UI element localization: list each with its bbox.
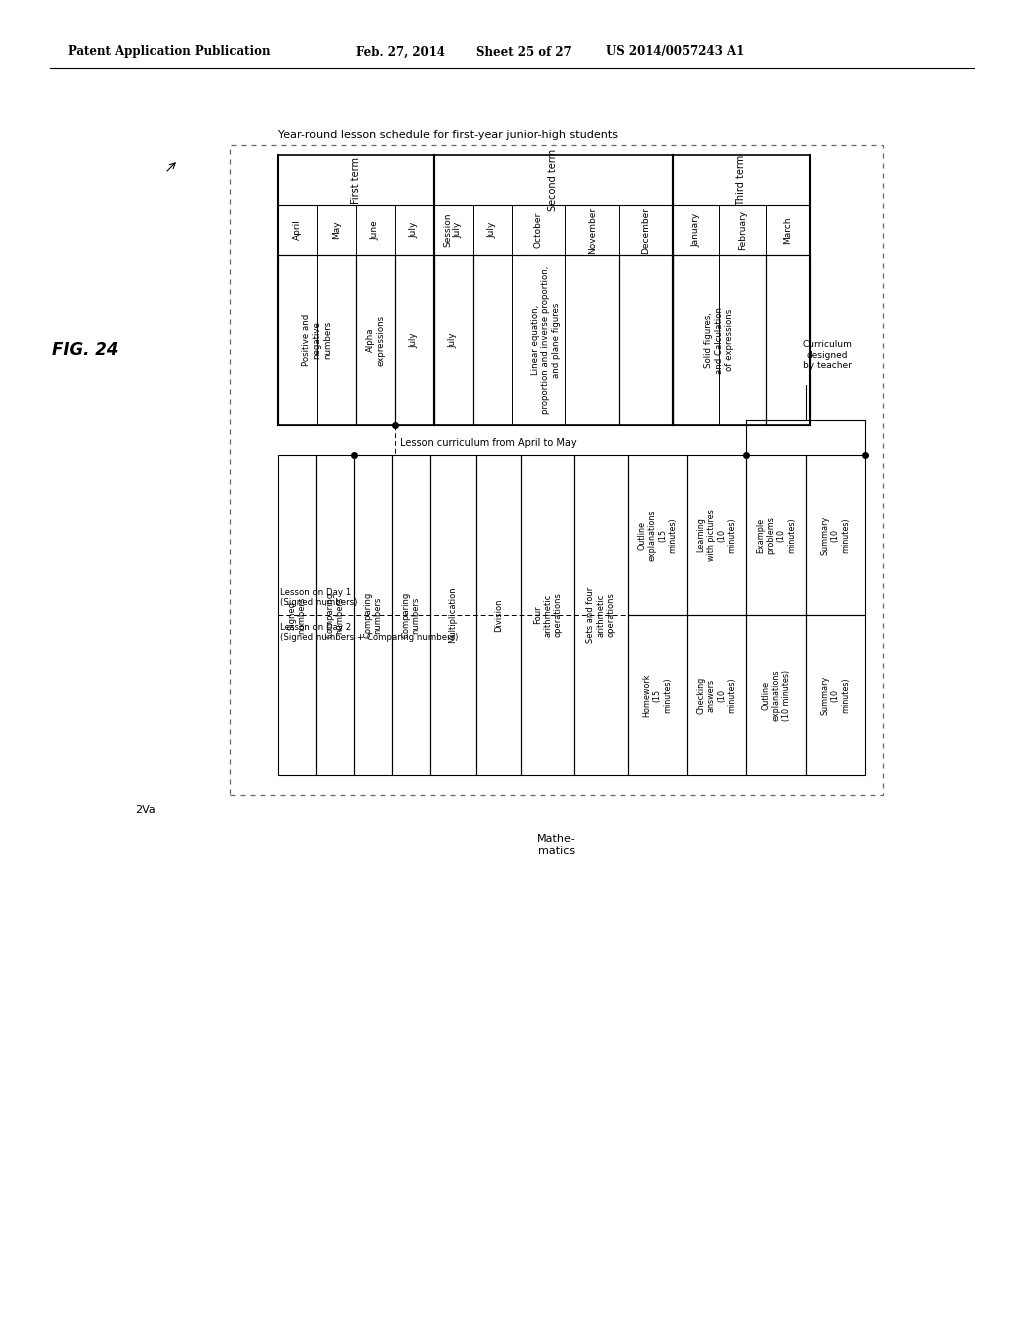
Bar [278, 154, 810, 425]
Bar [806, 615, 865, 775]
Text: Comparing
numbers: Comparing numbers [401, 591, 421, 638]
Text: Alpha
expressions: Alpha expressions [366, 314, 385, 366]
Bar [430, 455, 475, 775]
Text: Solid figures,
and Calculation
of expressions: Solid figures, and Calculation of expres… [705, 306, 734, 374]
Text: March: March [783, 216, 793, 244]
Bar [766, 255, 810, 425]
Text: Mathe-
matics: Mathe- matics [537, 834, 575, 855]
Text: 2Va: 2Va [135, 805, 156, 814]
Text: Feb. 27, 2014: Feb. 27, 2014 [356, 45, 445, 58]
Text: October: October [534, 213, 543, 248]
Text: Multiplication: Multiplication [449, 586, 458, 643]
Text: Homework
(15
minutes): Homework (15 minutes) [642, 673, 672, 717]
Bar [620, 255, 673, 425]
Text: Outline
explanations
(10 minutes): Outline explanations (10 minutes) [761, 669, 791, 721]
Bar [354, 455, 392, 775]
Bar [806, 455, 865, 615]
Text: Learning
with pictures
(10
minutes): Learning with pictures (10 minutes) [696, 510, 736, 561]
Text: Example
problems
(10
minutes): Example problems (10 minutes) [756, 516, 796, 554]
Text: April: April [293, 219, 302, 240]
Text: December: December [641, 206, 650, 253]
Bar [395, 255, 434, 425]
Text: Sets and four
arithmetic
operations: Sets and four arithmetic operations [586, 587, 615, 643]
Text: Lesson on Day 1
(Signed numbers): Lesson on Day 1 (Signed numbers) [280, 587, 357, 607]
Bar [316, 455, 354, 775]
Bar [230, 145, 883, 795]
Bar [473, 255, 620, 425]
Bar [746, 615, 806, 775]
Text: July: July [410, 222, 419, 238]
Text: June: June [371, 220, 380, 240]
Text: May: May [332, 220, 341, 239]
Bar [673, 255, 766, 425]
Text: Second term: Second term [548, 149, 558, 211]
Bar [746, 455, 806, 615]
Text: Checking
answers
(10
minutes): Checking answers (10 minutes) [696, 676, 736, 714]
Bar [278, 455, 316, 775]
Text: January: January [691, 213, 700, 247]
Text: Linear equation,
proportion and inverse proportion,
and plane figures: Linear equation, proportion and inverse … [531, 265, 561, 414]
Text: Outline
explanations
(15
minutes): Outline explanations (15 minutes) [637, 510, 677, 561]
Bar [628, 615, 687, 775]
Bar [278, 255, 356, 425]
Text: Third term: Third term [736, 154, 746, 206]
Bar [521, 455, 574, 775]
Text: Patent Application Publication: Patent Application Publication [68, 45, 270, 58]
Text: Comparing
numbers: Comparing numbers [364, 591, 383, 638]
Text: November: November [588, 206, 597, 253]
Bar [628, 455, 687, 615]
Text: Summary
(10
minutes): Summary (10 minutes) [820, 676, 850, 714]
Bar [687, 455, 746, 615]
Text: Sheet 25 of 27: Sheet 25 of 27 [476, 45, 571, 58]
Text: Positive and
negative
numbers: Positive and negative numbers [302, 314, 332, 366]
Text: Lesson curriculum from April to May: Lesson curriculum from April to May [399, 438, 577, 447]
Text: First term: First term [351, 157, 360, 203]
Bar [574, 455, 628, 775]
Text: Comparing
numbers: Comparing numbers [326, 591, 345, 638]
Text: Summary
(10
minutes): Summary (10 minutes) [820, 515, 850, 554]
Text: Division: Division [494, 598, 503, 632]
Bar [687, 615, 746, 775]
Text: July: July [449, 333, 458, 347]
Text: US 2014/0057243 A1: US 2014/0057243 A1 [606, 45, 744, 58]
Text: Year-round lesson schedule for first-year junior-high students: Year-round lesson schedule for first-yea… [278, 129, 618, 140]
Bar [356, 255, 395, 425]
Text: Lesson on Day 2
(Signed numbers + Comparing numbers): Lesson on Day 2 (Signed numbers + Compar… [280, 623, 459, 643]
Bar [434, 255, 473, 425]
Text: February: February [738, 210, 746, 249]
Bar [392, 455, 430, 775]
Bar [475, 455, 521, 775]
Text: Four
arithmetic
operations: Four arithmetic operations [532, 593, 563, 638]
Text: Curriculum
designed
by teacher: Curriculum designed by teacher [803, 341, 853, 370]
Text: FIG. 24: FIG. 24 [52, 341, 119, 359]
Text: July: July [487, 222, 497, 238]
Text: Session
July: Session July [443, 213, 463, 247]
Text: July: July [410, 333, 419, 347]
Text: Signed
numbers: Signed numbers [288, 597, 307, 634]
